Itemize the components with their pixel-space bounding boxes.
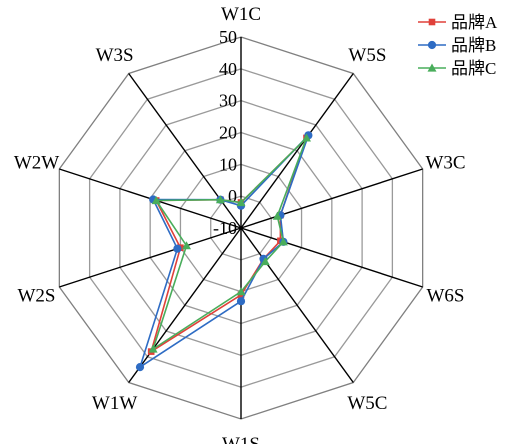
data-point: [148, 344, 158, 353]
data-point: [260, 257, 270, 266]
category-label: W3C: [425, 153, 465, 174]
tick-label: 40: [219, 59, 237, 79]
legend-item: 品牌B: [418, 36, 496, 55]
category-label: W1S: [222, 434, 260, 444]
category-label: W1C: [221, 4, 261, 25]
tick-label: 10: [219, 154, 237, 174]
legend-label: 品牌B: [451, 36, 496, 55]
tick-label: 0: [228, 186, 237, 206]
legend: 品牌A 品牌B 品牌C: [418, 13, 498, 78]
tick-label: -10: [213, 218, 237, 238]
category-label: W6S: [427, 285, 465, 306]
legend-item: 品牌A: [418, 13, 498, 32]
axis-spoke: [59, 227, 242, 288]
legend-label: 品牌A: [451, 13, 498, 32]
axis-spoke: [240, 227, 354, 383]
axis-spoke: [240, 227, 423, 288]
data-point: [236, 198, 246, 207]
radial-tick-labels: -10 0 10 20 30 40 50: [213, 27, 237, 238]
radar-spokes: [59, 37, 423, 419]
category-label: W2W: [14, 153, 59, 174]
tick-label: 50: [219, 27, 237, 47]
data-point: [427, 40, 437, 50]
category-label: W2S: [18, 285, 56, 306]
category-label: W3S: [96, 45, 134, 66]
category-label: W5S: [348, 45, 386, 66]
data-point: [236, 287, 246, 296]
data-point: [135, 363, 145, 372]
data-point: [272, 211, 282, 220]
axis-spoke: [240, 168, 423, 229]
series-group: [135, 131, 313, 372]
series-品牌C: [148, 133, 311, 353]
data-point: [428, 18, 436, 26]
category-label: W1W: [92, 393, 137, 414]
category-label: W5C: [347, 393, 387, 414]
data-point: [182, 241, 191, 250]
data-point: [278, 237, 288, 246]
tick-label: 30: [219, 91, 237, 111]
tick-label: 20: [219, 123, 237, 143]
data-point: [151, 196, 161, 205]
axis-spoke: [240, 73, 354, 229]
category-labels: W1C W5S W3C W6S W5C W1S W1W W2S W2W W3S: [14, 4, 466, 444]
data-point: [302, 133, 311, 142]
data-point: [236, 297, 246, 306]
axis-spoke: [128, 227, 242, 383]
legend-item: 品牌C: [418, 59, 496, 78]
data-point: [215, 195, 225, 204]
data-point: [427, 63, 437, 72]
legend-label: 品牌C: [451, 59, 496, 78]
data-point: [173, 244, 182, 253]
